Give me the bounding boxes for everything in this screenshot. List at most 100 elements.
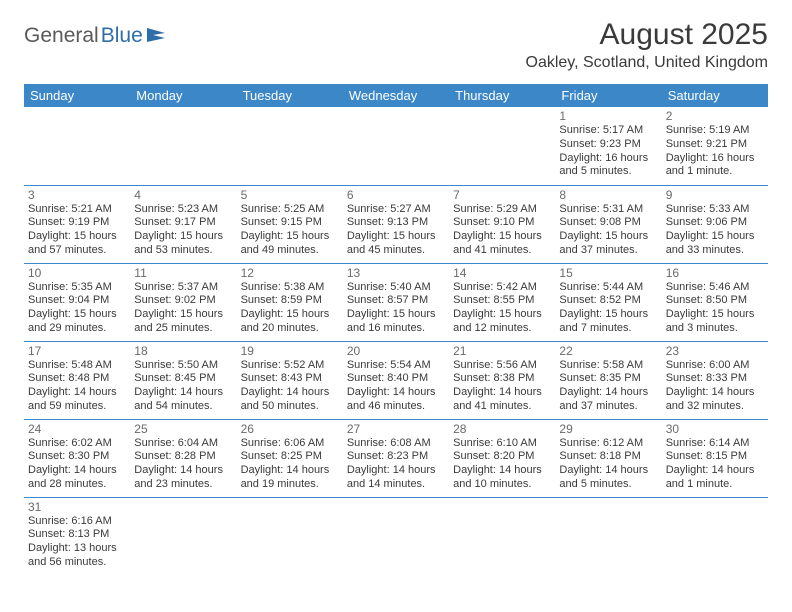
sunset-text: Sunset: 9:04 PM	[28, 294, 126, 308]
sunrise-text: Sunrise: 5:35 AM	[28, 281, 126, 295]
daylight-text: and 41 minutes.	[453, 244, 551, 258]
sunset-text: Sunset: 8:38 PM	[453, 372, 551, 386]
empty-day-cell	[130, 497, 236, 575]
sunrise-text: Sunrise: 5:54 AM	[347, 359, 445, 373]
calendar-week-row: 24Sunrise: 6:02 AMSunset: 8:30 PMDayligh…	[24, 419, 768, 497]
daylight-text: and 37 minutes.	[559, 244, 657, 258]
day-number: 30	[666, 422, 764, 436]
sunset-text: Sunset: 8:13 PM	[28, 528, 126, 542]
daylight-text: Daylight: 15 hours	[347, 230, 445, 244]
daylight-text: Daylight: 13 hours	[28, 542, 126, 556]
day-number: 11	[134, 266, 232, 280]
daylight-text: and 3 minutes.	[666, 322, 764, 336]
sunrise-text: Sunrise: 5:33 AM	[666, 203, 764, 217]
daylight-text: Daylight: 14 hours	[559, 464, 657, 478]
daylight-text: Daylight: 15 hours	[134, 308, 232, 322]
daylight-text: and 1 minute.	[666, 478, 764, 492]
sunset-text: Sunset: 8:18 PM	[559, 450, 657, 464]
sunset-text: Sunset: 9:08 PM	[559, 216, 657, 230]
sunrise-text: Sunrise: 6:12 AM	[559, 437, 657, 451]
sunrise-text: Sunrise: 5:17 AM	[559, 124, 657, 138]
day-cell: 8Sunrise: 5:31 AMSunset: 9:08 PMDaylight…	[555, 185, 661, 263]
day-cell: 14Sunrise: 5:42 AMSunset: 8:55 PMDayligh…	[449, 263, 555, 341]
daylight-text: Daylight: 15 hours	[28, 308, 126, 322]
day-number: 23	[666, 344, 764, 358]
day-cell: 15Sunrise: 5:44 AMSunset: 8:52 PMDayligh…	[555, 263, 661, 341]
sunrise-text: Sunrise: 5:37 AM	[134, 281, 232, 295]
daylight-text: Daylight: 15 hours	[666, 230, 764, 244]
daylight-text: Daylight: 15 hours	[28, 230, 126, 244]
day-number: 22	[559, 344, 657, 358]
day-number: 13	[347, 266, 445, 280]
sunrise-text: Sunrise: 5:46 AM	[666, 281, 764, 295]
month-title: August 2025	[526, 18, 769, 52]
day-cell: 27Sunrise: 6:08 AMSunset: 8:23 PMDayligh…	[343, 419, 449, 497]
day-number: 8	[559, 188, 657, 202]
sunrise-text: Sunrise: 5:23 AM	[134, 203, 232, 217]
day-cell: 24Sunrise: 6:02 AMSunset: 8:30 PMDayligh…	[24, 419, 130, 497]
empty-day-cell	[449, 497, 555, 575]
logo-text-blue: Blue	[101, 24, 143, 48]
sunrise-text: Sunrise: 5:42 AM	[453, 281, 551, 295]
day-cell: 2Sunrise: 5:19 AMSunset: 9:21 PMDaylight…	[662, 107, 768, 185]
day-number: 15	[559, 266, 657, 280]
day-number: 17	[28, 344, 126, 358]
day-cell: 30Sunrise: 6:14 AMSunset: 8:15 PMDayligh…	[662, 419, 768, 497]
day-number: 1	[559, 109, 657, 123]
day-number: 9	[666, 188, 764, 202]
sunrise-text: Sunrise: 6:10 AM	[453, 437, 551, 451]
daylight-text: and 57 minutes.	[28, 244, 126, 258]
day-cell: 16Sunrise: 5:46 AMSunset: 8:50 PMDayligh…	[662, 263, 768, 341]
sunrise-text: Sunrise: 5:19 AM	[666, 124, 764, 138]
day-cell: 9Sunrise: 5:33 AMSunset: 9:06 PMDaylight…	[662, 185, 768, 263]
sunset-text: Sunset: 9:15 PM	[241, 216, 339, 230]
daylight-text: and 12 minutes.	[453, 322, 551, 336]
logo: General Blue	[24, 24, 167, 48]
empty-day-cell	[343, 107, 449, 185]
day-number: 24	[28, 422, 126, 436]
sunset-text: Sunset: 8:33 PM	[666, 372, 764, 386]
day-cell: 31Sunrise: 6:16 AMSunset: 8:13 PMDayligh…	[24, 497, 130, 575]
calendar-table: SundayMondayTuesdayWednesdayThursdayFrid…	[24, 84, 768, 575]
header: General Blue August 2025 Oakley, Scotlan…	[24, 18, 768, 72]
empty-day-cell	[237, 107, 343, 185]
sunset-text: Sunset: 8:40 PM	[347, 372, 445, 386]
day-number: 21	[453, 344, 551, 358]
weekday-header: Sunday	[24, 84, 130, 107]
sunset-text: Sunset: 8:15 PM	[666, 450, 764, 464]
logo-flag-icon	[147, 28, 167, 47]
day-cell: 18Sunrise: 5:50 AMSunset: 8:45 PMDayligh…	[130, 341, 236, 419]
title-block: August 2025 Oakley, Scotland, United Kin…	[526, 18, 769, 72]
sunrise-text: Sunrise: 5:52 AM	[241, 359, 339, 373]
sunrise-text: Sunrise: 5:50 AM	[134, 359, 232, 373]
logo-text-general: General	[24, 24, 99, 48]
day-cell: 28Sunrise: 6:10 AMSunset: 8:20 PMDayligh…	[449, 419, 555, 497]
daylight-text: and 33 minutes.	[666, 244, 764, 258]
sunrise-text: Sunrise: 6:08 AM	[347, 437, 445, 451]
day-cell: 21Sunrise: 5:56 AMSunset: 8:38 PMDayligh…	[449, 341, 555, 419]
day-number: 27	[347, 422, 445, 436]
day-number: 28	[453, 422, 551, 436]
daylight-text: Daylight: 16 hours	[666, 152, 764, 166]
daylight-text: and 45 minutes.	[347, 244, 445, 258]
sunrise-text: Sunrise: 5:58 AM	[559, 359, 657, 373]
day-number: 3	[28, 188, 126, 202]
empty-day-cell	[449, 107, 555, 185]
day-number: 14	[453, 266, 551, 280]
day-number: 29	[559, 422, 657, 436]
daylight-text: Daylight: 15 hours	[241, 230, 339, 244]
sunset-text: Sunset: 8:57 PM	[347, 294, 445, 308]
daylight-text: and 41 minutes.	[453, 400, 551, 414]
daylight-text: and 14 minutes.	[347, 478, 445, 492]
day-number: 4	[134, 188, 232, 202]
day-cell: 6Sunrise: 5:27 AMSunset: 9:13 PMDaylight…	[343, 185, 449, 263]
empty-day-cell	[237, 497, 343, 575]
empty-day-cell	[130, 107, 236, 185]
daylight-text: Daylight: 14 hours	[666, 464, 764, 478]
daylight-text: Daylight: 14 hours	[666, 386, 764, 400]
sunrise-text: Sunrise: 6:02 AM	[28, 437, 126, 451]
sunset-text: Sunset: 9:10 PM	[453, 216, 551, 230]
daylight-text: and 10 minutes.	[453, 478, 551, 492]
sunrise-text: Sunrise: 5:25 AM	[241, 203, 339, 217]
daylight-text: Daylight: 14 hours	[134, 464, 232, 478]
